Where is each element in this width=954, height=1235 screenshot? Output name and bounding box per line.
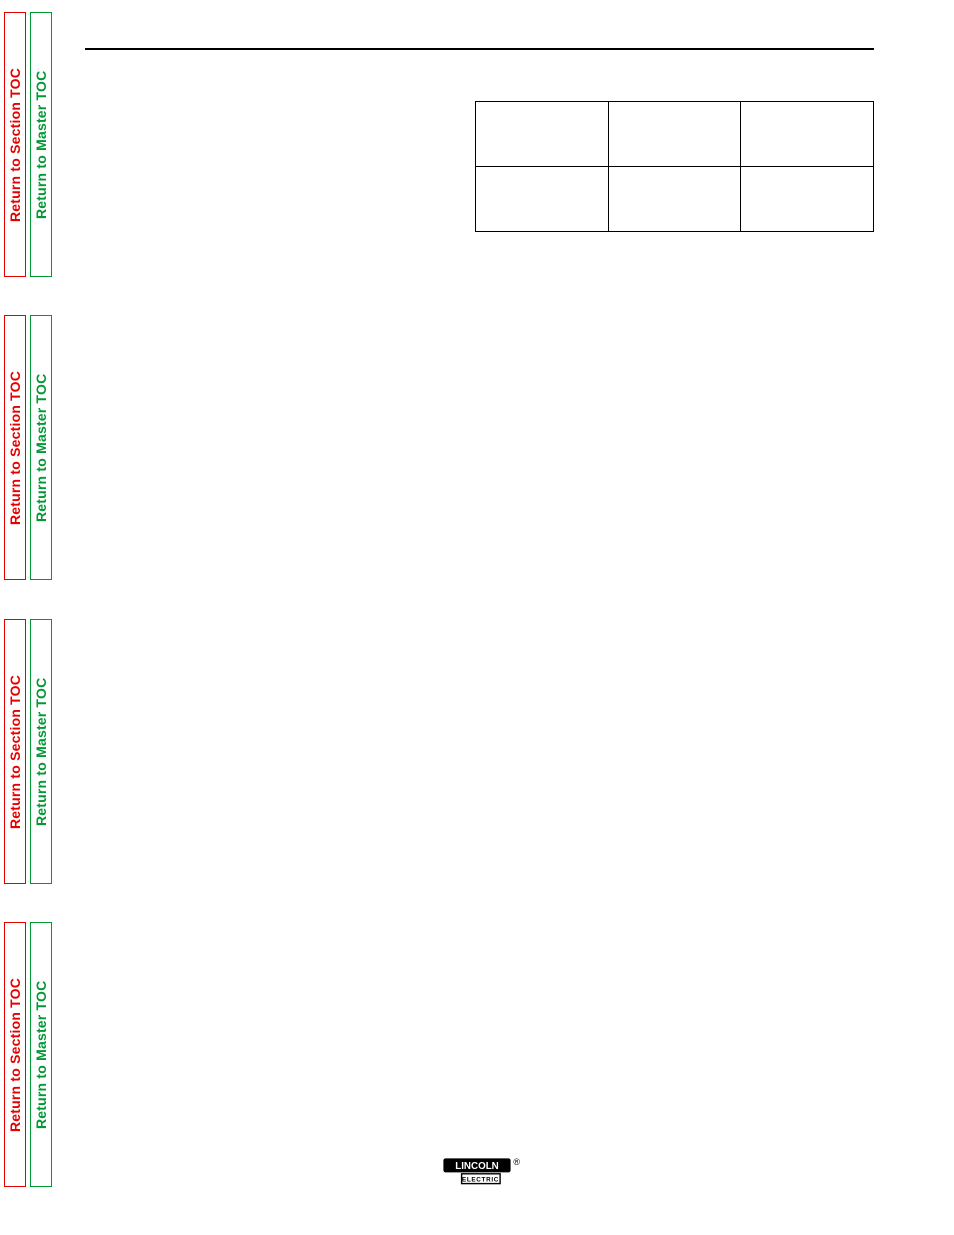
table-cell (741, 102, 874, 167)
table-cell (476, 102, 609, 167)
registered-trademark: ® (513, 1157, 520, 1167)
header-rule (85, 48, 874, 50)
table-row (476, 167, 874, 232)
return-to-section-toc-link[interactable]: Return to Section TOC (4, 922, 26, 1187)
brand-top-text: LINCOLN (455, 1161, 499, 1172)
brand-logo: LINCOLN ELECTRIC ® (442, 1157, 512, 1190)
table-cell (608, 102, 741, 167)
table-cell (741, 167, 874, 232)
return-to-section-toc-link[interactable]: Return to Section TOC (4, 619, 26, 884)
return-to-section-toc-link[interactable]: Return to Section TOC (4, 315, 26, 580)
page-content (85, 56, 874, 1145)
section-toc-tab-column: Return to Section TOC Return to Section … (4, 12, 26, 1187)
table-row (476, 102, 874, 167)
return-to-section-toc-link[interactable]: Return to Section TOC (4, 12, 26, 277)
return-to-master-toc-link[interactable]: Return to Master TOC (30, 315, 52, 580)
return-to-master-toc-link[interactable]: Return to Master TOC (30, 619, 52, 884)
lincoln-electric-logo-icon: LINCOLN ELECTRIC (442, 1157, 512, 1185)
return-to-master-toc-link[interactable]: Return to Master TOC (30, 922, 52, 1187)
table-cell (476, 167, 609, 232)
brand-bottom-text: ELECTRIC (462, 1177, 499, 1184)
side-tabs: Return to Section TOC Return to Section … (4, 12, 52, 1187)
table-cell (608, 167, 741, 232)
data-table (475, 101, 874, 232)
return-to-master-toc-link[interactable]: Return to Master TOC (30, 12, 52, 277)
master-toc-tab-column: Return to Master TOC Return to Master TO… (30, 12, 52, 1187)
footer: LINCOLN ELECTRIC ® (0, 1157, 954, 1190)
